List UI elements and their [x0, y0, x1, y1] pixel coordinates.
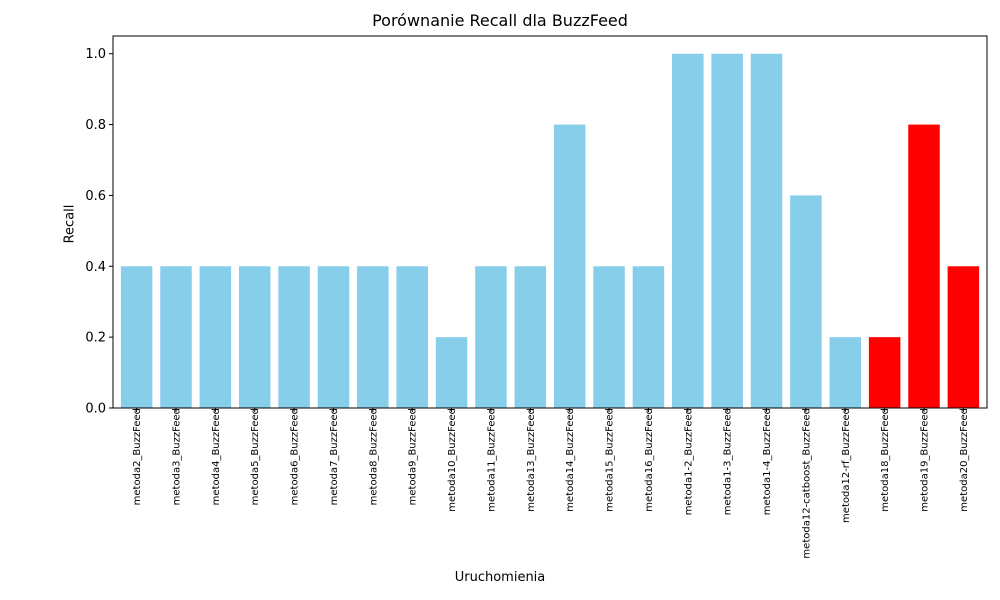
y-tick-label: 0.4 — [85, 260, 106, 275]
x-axis-label: Uruchomienia — [454, 570, 546, 585]
plot-frame — [112, 35, 988, 409]
bar-4 — [278, 266, 310, 408]
x-tick-label: metoda8_BuzzFeed — [368, 408, 379, 505]
bar-3 — [238, 266, 271, 408]
x-tick-label: metoda12-rf_BuzzFeed — [841, 408, 852, 523]
x-tick-label: metoda15_BuzzFeed — [605, 408, 616, 512]
x-tick-label: metoda4_BuzzFeed — [211, 408, 222, 505]
bar-0 — [120, 266, 153, 408]
x-tick-label: metoda18_BuzzFeed — [880, 408, 891, 512]
x-tick-label: metoda14_BuzzFeed — [565, 408, 576, 512]
y-tick-label: 1.0 — [85, 47, 106, 62]
bar-12 — [593, 266, 625, 408]
y-tick-label: 0.6 — [85, 189, 106, 204]
bar-6 — [357, 266, 389, 408]
bar-17 — [790, 195, 822, 408]
x-tick-label: metoda2_BuzzFeed — [132, 408, 143, 505]
x-tick-label: metoda6_BuzzFeed — [290, 408, 301, 505]
bar-21 — [947, 266, 980, 408]
x-tick-label: metoda3_BuzzFeed — [171, 408, 182, 505]
bar-1 — [160, 266, 192, 408]
bar-15 — [711, 53, 743, 408]
x-tick-label: metoda13_BuzzFeed — [526, 408, 537, 512]
x-tick-label: metoda5_BuzzFeed — [250, 408, 261, 505]
bar-10 — [514, 266, 547, 408]
x-tick-label: metoda16_BuzzFeed — [644, 408, 655, 512]
y-tick-label: 0.8 — [85, 118, 106, 133]
bar-5 — [317, 266, 350, 408]
bar-8 — [435, 337, 468, 408]
x-tick-label: metoda7_BuzzFeed — [329, 408, 340, 505]
bar-19 — [868, 337, 901, 408]
bar-14 — [672, 53, 704, 408]
bar-2 — [199, 266, 232, 408]
bar-18 — [829, 337, 862, 408]
x-tick-label: metoda10_BuzzFeed — [447, 408, 458, 512]
bar-11 — [553, 124, 586, 409]
x-tick-label: metoda20_BuzzFeed — [959, 408, 970, 512]
bar-13 — [632, 266, 665, 408]
x-tick-label: metoda19_BuzzFeed — [920, 408, 931, 512]
bar-20 — [908, 124, 940, 409]
bar-7 — [396, 266, 428, 408]
y-tick-label: 0.0 — [85, 402, 106, 417]
x-tick-label: metoda9_BuzzFeed — [408, 408, 419, 505]
y-tick-label: 0.2 — [85, 331, 106, 346]
bar-9 — [475, 266, 507, 408]
x-tick-label: metoda11_BuzzFeed — [486, 408, 497, 512]
chart-title: Porównanie Recall dla BuzzFeed — [372, 11, 628, 30]
bar-16 — [750, 53, 783, 408]
x-tick-label: metoda1-4_BuzzFeed — [762, 408, 773, 515]
x-tick-label: metoda12-catboost_BuzzFeed — [801, 408, 812, 559]
x-tick-label: metoda1-3_BuzzFeed — [723, 408, 734, 515]
x-tick-label: metoda1-2_BuzzFeed — [683, 408, 694, 515]
